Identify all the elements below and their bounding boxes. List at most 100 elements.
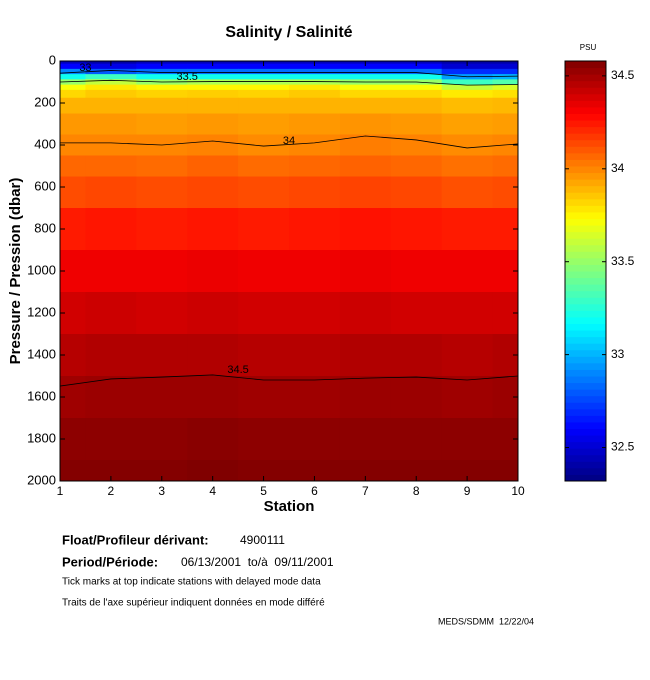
heat-cell	[441, 250, 494, 293]
heat-cell	[492, 176, 519, 209]
heat-cell	[289, 134, 341, 156]
heat-cell	[339, 134, 392, 156]
heat-cell	[390, 460, 443, 482]
colorbar-swatch	[565, 323, 606, 331]
chart-title: Salinity / Salinité	[225, 24, 352, 41]
heat-cell	[238, 250, 290, 293]
heat-cell	[60, 84, 86, 91]
colorbar-swatch	[565, 376, 606, 384]
colorbar-tick-label: 32.5	[611, 440, 635, 454]
heat-cell	[187, 89, 239, 99]
heat-cell	[238, 63, 290, 70]
contour-line	[59, 79, 519, 86]
y-tick-label: 800	[34, 220, 56, 235]
heat-cell	[289, 292, 341, 335]
heat-cell	[60, 61, 86, 65]
heat-cell	[492, 74, 519, 80]
heat-cell	[441, 97, 494, 114]
colorbar-swatch	[565, 198, 606, 206]
heat-cell	[136, 460, 188, 482]
float-label: Float/Profileur dérivant:	[62, 532, 209, 547]
x-tick-label: 10	[511, 484, 525, 498]
colorbar-swatch	[565, 382, 606, 390]
colorbar-swatch	[565, 179, 606, 187]
heat-cell	[390, 134, 443, 156]
heat-cell	[136, 250, 188, 293]
colorbar-swatch	[565, 316, 606, 324]
heat-cell	[289, 376, 341, 419]
heat-cell	[441, 176, 494, 209]
heat-cell	[187, 334, 239, 377]
heat-cell	[60, 97, 86, 114]
heat-cell	[390, 418, 443, 461]
colorbar-swatch	[565, 441, 606, 449]
heat-cell	[390, 176, 443, 209]
colorbar-swatch	[565, 192, 606, 200]
heat-cell	[390, 68, 443, 75]
heat-cell	[60, 68, 86, 75]
heat-cell	[136, 155, 188, 177]
heat-cell	[85, 250, 137, 293]
colorbar-swatch	[565, 284, 606, 292]
colorbar-swatch	[565, 61, 606, 69]
heat-cell	[390, 74, 443, 80]
heat-cell	[441, 292, 494, 335]
heat-cell	[238, 84, 290, 91]
colorbar-frame	[564, 60, 607, 482]
x-tick-label: 4	[209, 484, 216, 498]
y-tick-label: 1200	[27, 304, 56, 319]
heat-cell	[339, 89, 392, 99]
heat-cell	[441, 418, 494, 461]
heat-cell	[492, 97, 519, 114]
colorbar-swatch	[565, 106, 606, 114]
colorbar-swatch	[565, 93, 606, 101]
heat-cell	[492, 84, 519, 91]
y-tick-label: 400	[34, 136, 56, 151]
heat-cell	[187, 63, 239, 70]
heat-cell	[136, 176, 188, 209]
heat-cell	[238, 418, 290, 461]
heat-cell	[492, 63, 519, 70]
colorbar-tick-label: 34	[611, 161, 625, 175]
colorbar-swatch	[565, 310, 606, 318]
heat-cell	[289, 155, 341, 177]
x-tick-label: 8	[413, 484, 420, 498]
heat-cell	[85, 376, 137, 419]
heat-cell	[390, 250, 443, 293]
heat-cell	[187, 113, 239, 135]
heat-cell	[187, 97, 239, 114]
heat-cell	[339, 176, 392, 209]
colorbar-swatch	[565, 330, 606, 338]
heat-cell	[390, 292, 443, 335]
y-tick-label: 1600	[27, 388, 56, 403]
heat-cell	[85, 89, 137, 99]
heat-cell	[339, 155, 392, 177]
heat-cell	[60, 74, 86, 80]
colorbar-swatch	[565, 349, 606, 357]
heat-cell	[289, 460, 341, 482]
heat-cell	[238, 74, 290, 80]
heat-cell	[339, 376, 392, 419]
colorbar-swatch	[565, 271, 606, 279]
colorbar-swatch	[565, 467, 606, 475]
heat-cell	[339, 334, 392, 377]
heat-cell	[238, 89, 290, 99]
heat-cell	[339, 97, 392, 114]
heat-cell	[187, 79, 239, 86]
heat-cell	[85, 68, 137, 75]
heat-cell	[289, 84, 341, 91]
colorbar-swatch	[565, 369, 606, 377]
heat-cell	[390, 63, 443, 70]
heat-cell	[390, 334, 443, 377]
heat-cell	[187, 155, 239, 177]
heat-cell	[187, 134, 239, 156]
heat-cell	[187, 460, 239, 482]
period-label: Period/Période:	[62, 554, 158, 569]
contour-label: 33.5	[177, 71, 198, 83]
heat-cell	[441, 89, 494, 99]
heat-cell	[85, 134, 137, 156]
contour-line	[59, 374, 519, 387]
heat-cell	[187, 84, 239, 91]
heat-cell	[187, 418, 239, 461]
